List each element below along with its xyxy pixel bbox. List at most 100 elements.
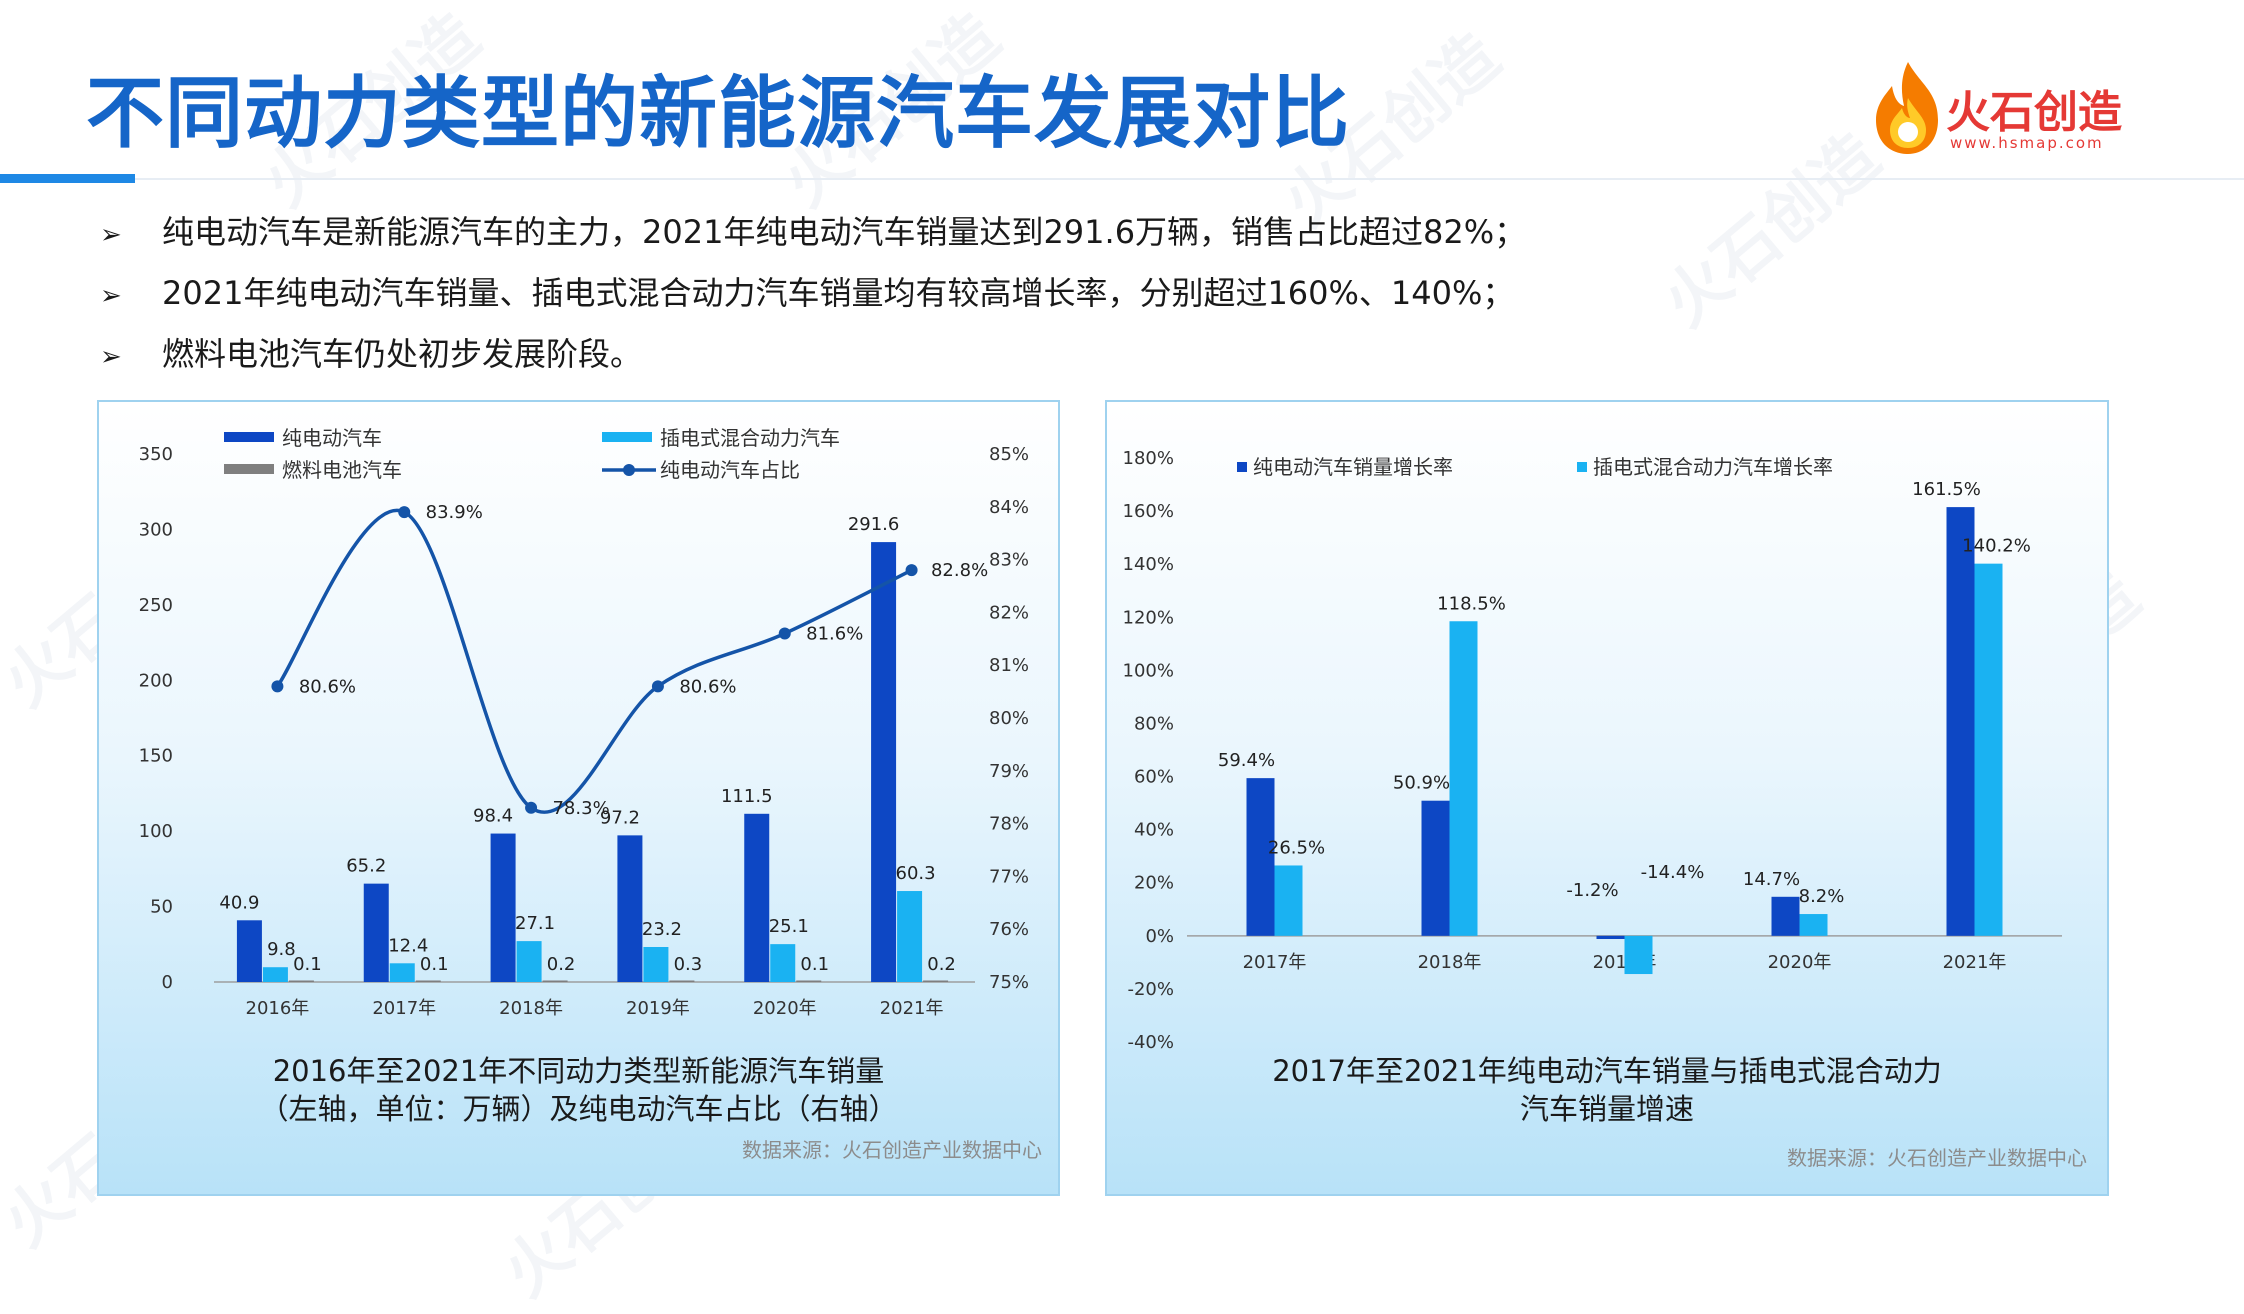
sales-chart-panel: 0 50 100 150 200 250 300 350 75% 76% 77% 78% 79% 80% 8… (97, 400, 1060, 1196)
line-data-label: 81.6% (806, 624, 863, 645)
logo: 火石创造 www.hsmap.com (1868, 58, 2128, 158)
bar-data-label: 9.8 (267, 939, 296, 960)
arrow-bullet-icon: ➢ (100, 281, 122, 311)
legend-label: 纯电动汽车占比 (660, 458, 800, 482)
y-left-tick-label: 100 (139, 821, 173, 842)
y-right-tick-label: 78% (989, 814, 1029, 835)
bar-data-label: 60.3 (896, 863, 936, 884)
growth-chart-panel: -40% -20% 0% 20% 40% 60% 80% 100% 120% 140% 160% 18… (1105, 400, 2109, 1196)
y-left-tick-label: 350 (139, 444, 173, 465)
y-right-tick-label: 77% (989, 866, 1029, 887)
y-right-tick-label: 83% (989, 550, 1029, 571)
bar-phev-growth (1274, 865, 1303, 936)
bar-data-label: 0.3 (674, 954, 703, 975)
y-left-tick-label: 300 (139, 519, 173, 540)
x-tick-label: 2021年 (1943, 952, 2007, 973)
y-tick-label: 40% (1134, 820, 1174, 841)
line-data-label: 83.9% (426, 502, 483, 523)
bar-data-label: 59.4% (1218, 750, 1275, 771)
line-point (651, 680, 664, 693)
bar-bev (236, 920, 262, 982)
legend-swatch (224, 464, 274, 474)
bar-bev (744, 813, 770, 982)
bullet-list: ➢ 纯电动汽车是新能源汽车的主力，2021年纯电动汽车销量达到291.6万辆，销售… (100, 208, 1526, 391)
bar-phev (897, 891, 923, 982)
legend-swatch (224, 432, 274, 442)
bar-data-label: 140.2% (1962, 536, 2031, 557)
bar-phev (643, 947, 669, 982)
x-tick-label: 2016年 (246, 998, 310, 1019)
sales-chart: 0 50 100 150 200 250 300 350 75% 76% 77% 78% 79% 80% 8… (139, 426, 1029, 1019)
bar-bev (363, 883, 389, 982)
bar-data-label: 8.2% (1799, 886, 1845, 907)
bar-phev-growth (1449, 621, 1478, 936)
legend-label: 插电式混合动力汽车增长率 (1593, 455, 1833, 479)
bar-data-label: 23.2 (642, 919, 682, 940)
bar-data-label: 161.5% (1912, 479, 1981, 500)
bar-bev-growth (1246, 778, 1275, 936)
bar-data-label: 0.2 (547, 954, 576, 975)
y-right-tick-label: 82% (989, 602, 1029, 623)
x-tick-label: 2017年 (372, 998, 436, 1019)
logo-url: www.hsmap.com (1950, 134, 2104, 152)
legend-swatch-marker (623, 464, 635, 476)
bullet-item: ➢ 2021年纯电动汽车销量、插电式混合动力汽车销量均有较高增长率，分别超过160… (100, 269, 1526, 330)
bar-data-label: 291.6 (848, 514, 900, 535)
y-tick-label: 180% (1123, 448, 1174, 469)
y-left-tick-label: 150 (139, 746, 173, 767)
bar-phev (516, 941, 542, 982)
bar-data-label: 27.1 (515, 913, 555, 934)
bar-data-label: 50.9% (1393, 773, 1450, 794)
legend-label: 插电式混合动力汽车 (660, 426, 840, 450)
y-tick-label: 80% (1134, 713, 1174, 734)
bar-data-label: 0.1 (800, 954, 829, 975)
y-right-tick-label: 76% (989, 919, 1029, 940)
y-left-tick-label: 200 (139, 670, 173, 691)
bar-fcev (923, 980, 949, 982)
legend-swatch (1237, 462, 1247, 472)
bar-data-label: 111.5 (721, 786, 773, 807)
chart-caption: 汽车销量增速 (1519, 1092, 1694, 1126)
y-tick-label: 160% (1123, 501, 1174, 522)
bar-data-label: 14.7% (1743, 869, 1800, 890)
bar-phev-growth (1974, 563, 2003, 936)
y-tick-label: 0% (1145, 926, 1174, 947)
x-tick-label: 2018年 (499, 998, 563, 1019)
bar-data-label: -14.4% (1641, 862, 1705, 883)
line-data-label: 78.3% (552, 798, 609, 819)
chart-caption: 2017年至2021年纯电动汽车销量与插电式混合动力 (1272, 1054, 1942, 1088)
chart-caption: （左轴，单位：万辆）及纯电动汽车占比（右轴） (259, 1092, 898, 1126)
bar-data-label: 97.2 (600, 807, 640, 828)
bullet-text: 2021年纯电动汽车销量、插电式混合动力汽车销量均有较高增长率，分别超过160%… (162, 274, 1515, 312)
bar-data-label: 25.1 (769, 916, 809, 937)
legend-swatch (602, 432, 652, 442)
y-left-tick-label: 0 (162, 972, 173, 993)
bar-fcev (288, 980, 314, 982)
bar-bev-growth (1421, 800, 1450, 936)
x-tick-label: 2017年 (1243, 952, 1307, 973)
bar-fcev (669, 980, 695, 982)
legend-swatch (1577, 462, 1587, 472)
y-right-tick-label: 84% (989, 497, 1029, 518)
bar-fcev (415, 980, 441, 982)
bar-phev (262, 967, 288, 982)
y-right-tick-label: 79% (989, 761, 1029, 782)
bar-fcev (542, 980, 568, 982)
bullet-text: 燃料电池汽车仍处初步发展阶段。 (162, 335, 643, 373)
y-tick-label: -20% (1127, 979, 1174, 1000)
bullet-item: ➢ 纯电动汽车是新能源汽车的主力，2021年纯电动汽车销量达到291.6万辆，销售… (100, 208, 1526, 269)
y-right-tick-label: 80% (989, 708, 1029, 729)
bar-data-label: 118.5% (1437, 593, 1506, 614)
bar-data-label: -1.2% (1566, 880, 1618, 901)
bar-data-label: 12.4 (388, 935, 428, 956)
bar-bev-growth (1946, 507, 1975, 936)
line-point (778, 627, 791, 640)
line-point (905, 564, 918, 577)
y-right-tick-label: 85% (989, 444, 1029, 465)
bar-bev-growth (1771, 896, 1800, 936)
bar-data-label: 26.5% (1268, 837, 1325, 858)
bullet-text: 纯电动汽车是新能源汽车的主力，2021年纯电动汽车销量达到291.6万辆，销售占… (162, 213, 1527, 251)
y-tick-label: 140% (1123, 554, 1174, 575)
line-data-label: 80.6% (299, 676, 356, 697)
bar-phev (389, 963, 415, 982)
